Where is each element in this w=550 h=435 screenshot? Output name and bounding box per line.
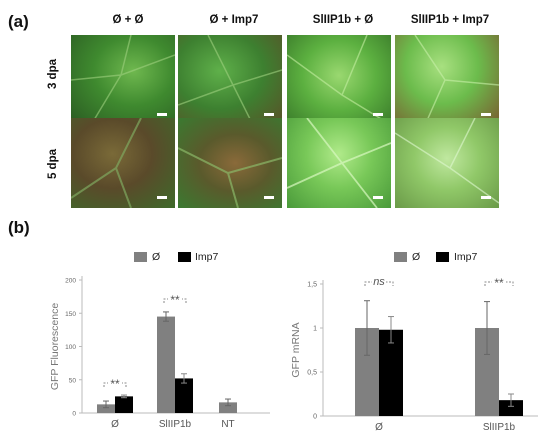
x-tick-label: SlIIP1b	[483, 422, 516, 433]
significance-label: **	[494, 276, 504, 290]
y-tick-label: 0,5	[307, 370, 317, 377]
significance-label: **	[110, 377, 120, 391]
scale-bar	[373, 113, 383, 116]
significance-mask	[168, 294, 182, 303]
leaf-vein-icon	[395, 118, 499, 204]
leaf-image-r2c1	[71, 118, 175, 208]
significance-label: ns	[373, 276, 385, 288]
legend-label-imp7-2: Imp7	[454, 251, 478, 263]
y-tick-label: 100	[65, 344, 76, 351]
x-tick-label: Ø	[111, 419, 119, 430]
leaf-vein-icon	[287, 35, 391, 125]
leaf-vein-icon	[71, 118, 142, 208]
legend-label-empty-2: Ø	[412, 251, 421, 263]
column-header-4: SlIIP1b + Imp7	[410, 14, 490, 26]
row-header-5dpa: 5 dpa	[47, 148, 59, 180]
leaf-image-r1c3	[287, 35, 391, 125]
column-header-2: Ø + Imp7	[209, 14, 259, 26]
leaf-image-r2c4	[395, 118, 499, 208]
legend-swatch-black	[178, 252, 191, 262]
legend-swatch-grey-2	[394, 252, 407, 262]
legend-label-empty: Ø	[152, 251, 161, 263]
y-axis-label: GFP mRNA	[290, 322, 302, 377]
bar-imp7-0	[115, 396, 133, 413]
y-axis-label: GFP Fluorescence	[49, 303, 61, 391]
gfp-mrna-chart: 0 0,5 1 1,5 GFP mRNA Ø SlIIP1b ns **	[290, 276, 538, 433]
leaf-image-r2c3	[287, 118, 391, 208]
bar--2	[219, 402, 237, 413]
leaf-image-r1c2	[178, 35, 282, 125]
scale-bar	[264, 196, 274, 199]
leaf-vein-icon	[287, 118, 391, 208]
leaf-vein-icon	[414, 35, 499, 125]
significance-mask	[492, 277, 506, 286]
bar-imp7-1	[175, 378, 193, 413]
row-header-3dpa: 3 dpa	[47, 58, 59, 90]
leaf-vein-icon	[178, 35, 282, 125]
scale-bar	[157, 113, 167, 116]
y-tick-label: 1,5	[307, 282, 317, 289]
panel-a-label: (a)	[8, 12, 29, 31]
x-tick-label: SlIIP1b	[159, 419, 192, 430]
y-tick-label: 200	[65, 278, 76, 285]
significance-mask	[108, 378, 122, 387]
leaf-vein-icon	[71, 35, 175, 125]
scale-bar	[157, 196, 167, 199]
scale-bar	[264, 113, 274, 116]
y-tick-label: 50	[69, 377, 77, 384]
bar--1	[157, 316, 175, 413]
column-header-1: Ø + Ø	[112, 14, 144, 26]
scale-bar	[373, 196, 383, 199]
y-tick-label: 1	[313, 326, 317, 333]
leaf-image-r1c4	[395, 35, 499, 125]
y-tick-label: 150	[65, 311, 76, 318]
legend-swatch-grey	[134, 252, 147, 262]
gfp-fluorescence-chart: 0 50 100 150 200 GFP Fluorescence Ø SlIIP1b NT **…	[49, 276, 270, 430]
bar-imp7-0	[379, 329, 403, 416]
legend-label-imp7: Imp7	[195, 251, 219, 263]
significance-label: **	[170, 293, 180, 307]
y-tick-label: 0	[313, 414, 317, 421]
significance-mask	[372, 277, 386, 286]
bar-imp7-1	[499, 400, 523, 416]
scale-bar	[481, 196, 491, 199]
legend-swatch-black-2	[436, 252, 449, 262]
x-tick-label: Ø	[375, 422, 383, 433]
bar--0	[97, 404, 115, 413]
column-header-3: SlIIP1b + Ø	[312, 14, 374, 26]
leaf-vein-icon	[178, 147, 282, 208]
x-tick-label: NT	[221, 419, 234, 430]
scale-bar	[481, 113, 491, 116]
y-tick-label: 0	[72, 411, 76, 418]
panel-b-label: (b)	[8, 218, 30, 237]
leaf-image-r1c1	[71, 35, 175, 125]
leaf-image-r2c2	[178, 118, 282, 208]
